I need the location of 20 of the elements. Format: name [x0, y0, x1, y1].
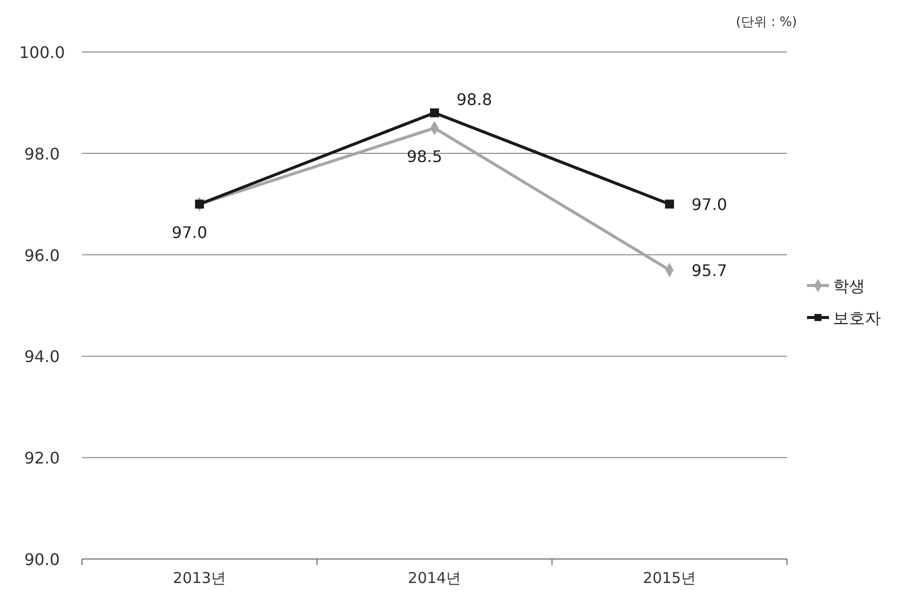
text: (단위 : %) — [736, 15, 797, 30]
y-tick-label: 92.0 — [24, 448, 60, 468]
y-tick-label: 94.0 — [24, 347, 60, 366]
data-label: 97.0 — [692, 195, 728, 214]
point — [665, 200, 674, 209]
x-tick-label: 2014년 — [408, 569, 462, 587]
data-label: 95.7 — [692, 261, 728, 280]
y-tick-label: 100.0 — [19, 43, 65, 62]
data-label: 98.8 — [456, 90, 492, 109]
x-tick-label: 2015년 — [642, 569, 696, 587]
data-label: 97.0 — [172, 223, 208, 242]
y-tick-label: 90.0 — [24, 550, 60, 569]
legend-label: 학생 — [833, 276, 865, 296]
y-tick-label: 98.0 — [24, 144, 60, 164]
x-tick-label: 2013년 — [172, 569, 226, 587]
y-tick-label: 96.0 — [24, 246, 60, 265]
point — [195, 200, 204, 209]
point — [430, 108, 439, 118]
legend-label: 보호자 — [833, 308, 881, 328]
data-label: 98.5 — [406, 147, 442, 166]
